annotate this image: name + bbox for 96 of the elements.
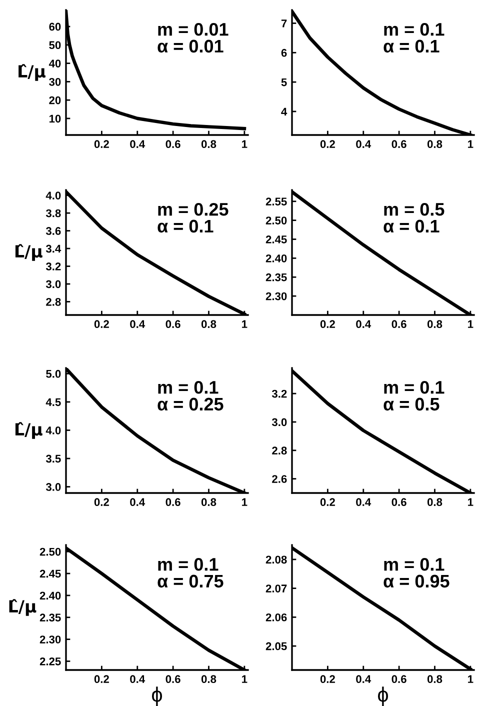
y-tick-label: 20 xyxy=(49,96,61,104)
annotation: m = 0.5 α = 0.1 xyxy=(384,202,444,233)
x-tick-label: 0.6 xyxy=(166,498,180,506)
y-tick-label: 3.6 xyxy=(46,227,61,235)
annotation: m = 0.1 α = 0.95 xyxy=(384,558,450,588)
x-tick-label: 0.8 xyxy=(201,140,216,148)
y-tick-label: 4.5 xyxy=(46,398,61,406)
annotation: m = 0.1 α = 0.1 xyxy=(384,22,444,53)
x-tick-label: 0.4 xyxy=(130,140,146,148)
x-axis-title: ϕ xyxy=(378,686,388,706)
x-tick-label: 0.2 xyxy=(94,140,109,148)
y-tick-label: 3.2 xyxy=(272,390,287,398)
y-tick-label: 4.0 xyxy=(46,426,61,434)
y-tick-label: 2.06 xyxy=(266,613,287,622)
annotation: m = 0.1 α = 0.25 xyxy=(158,380,224,411)
x-tick-label: 0.4 xyxy=(356,140,372,148)
x-tick-label: 0.4 xyxy=(356,675,372,684)
y-tick-label: 7 xyxy=(281,20,287,28)
x-tick-label: 0.4 xyxy=(130,498,146,506)
x-tick-label: 0.6 xyxy=(392,675,406,684)
y-tick-label: 60 xyxy=(49,22,61,31)
y-tick-label: 2.35 xyxy=(266,273,287,282)
x-tick-label: 0.2 xyxy=(94,320,109,328)
y-tick-label: 2.45 xyxy=(40,570,61,578)
y-tick-label: 3.8 xyxy=(46,209,61,218)
x-tick-label: 0.2 xyxy=(320,675,335,684)
x-tick-label: 1 xyxy=(468,498,474,506)
y-tick-label: 3.0 xyxy=(46,483,61,491)
y-tick-label: 2.8 xyxy=(272,446,287,455)
x-tick-label: 1 xyxy=(242,498,248,506)
x-tick-label: 0.4 xyxy=(356,320,372,328)
y-tick-label: 2.8 xyxy=(46,298,61,306)
y-tick-label: 3.4 xyxy=(46,244,62,253)
x-tick-label: 0.2 xyxy=(320,140,335,148)
annotation: m = 0.25 α = 0.1 xyxy=(158,202,228,233)
y-tick-label: 3.5 xyxy=(46,454,61,463)
x-tick-label: 0.8 xyxy=(427,140,442,148)
y-tick-label: 2.35 xyxy=(40,614,61,622)
y-tick-label: 5 xyxy=(281,78,287,86)
x-tick-label: 0.6 xyxy=(166,140,180,148)
annotation: m = 0.1 α = 0.75 xyxy=(158,558,224,588)
y-tick-label: 2.45 xyxy=(266,236,287,244)
y-tick-label: 2.08 xyxy=(266,556,287,564)
x-tick-label: 1 xyxy=(242,140,248,148)
x-tick-label: 0.4 xyxy=(130,675,146,684)
annotation: m = 0.01 α = 0.01 xyxy=(158,22,228,53)
y-tick-label: 3.0 xyxy=(46,280,61,288)
x-tick-label: 1 xyxy=(468,675,474,683)
y-tick-label: 4 xyxy=(281,108,288,116)
annotation: m = 0.1 α = 0.5 xyxy=(384,380,444,411)
x-tick-label: 0.8 xyxy=(201,675,216,684)
y-axis-title: L̂/μ xyxy=(9,599,36,616)
x-tick-label: 1 xyxy=(468,140,474,148)
y-tick-label: 2.50 xyxy=(266,216,287,224)
y-tick-label: 4.0 xyxy=(46,192,61,200)
x-tick-label: 0.6 xyxy=(392,320,406,328)
y-tick-label: 5.0 xyxy=(46,370,61,378)
x-tick-label: 0.2 xyxy=(94,675,109,684)
y-axis-title: L̂/μ xyxy=(15,422,42,439)
x-tick-label: 0.8 xyxy=(427,320,442,328)
y-tick-label: 10 xyxy=(49,114,61,123)
y-tick-label: 40 xyxy=(48,60,61,68)
x-tick-label: 0.6 xyxy=(392,140,406,148)
y-tick-label: 2.50 xyxy=(40,548,61,556)
y-tick-label: 6 xyxy=(281,48,287,57)
x-tick-label: 1 xyxy=(242,320,248,328)
x-tick-label: 0.4 xyxy=(356,498,372,506)
y-tick-label: 2.30 xyxy=(40,636,61,644)
x-tick-label: 0.8 xyxy=(201,498,216,506)
y-tick-label: 50 xyxy=(49,41,61,50)
x-tick-label: 0.8 xyxy=(201,320,216,328)
y-tick-label: 2.6 xyxy=(272,475,287,483)
x-tick-label: 1 xyxy=(468,320,474,328)
y-tick-label: 2.40 xyxy=(40,592,61,600)
x-tick-label: 1 xyxy=(242,675,248,683)
y-tick-label: 2.25 xyxy=(40,657,61,666)
x-axis-title: ϕ xyxy=(152,686,162,706)
x-tick-label: 0.6 xyxy=(166,320,180,328)
x-tick-label: 0.6 xyxy=(392,498,406,506)
x-tick-label: 0.2 xyxy=(94,498,109,506)
y-tick-label: 2.30 xyxy=(266,292,287,300)
y-tick-label: 3.0 xyxy=(272,418,287,426)
x-tick-label: 0.2 xyxy=(320,498,335,506)
y-tick-label: 2.55 xyxy=(266,198,287,206)
y-tick-label: 3.2 xyxy=(46,262,61,270)
y-tick-label: 30 xyxy=(49,78,61,86)
y-tick-label: 2.05 xyxy=(266,642,287,650)
x-tick-label: 0.6 xyxy=(166,675,180,684)
y-tick-label: 2.40 xyxy=(266,254,287,262)
y-tick-label: 2.07 xyxy=(266,584,287,592)
y-axis-title: L̂/μ xyxy=(18,64,46,81)
x-tick-label: 0.2 xyxy=(320,320,335,328)
x-tick-label: 0.4 xyxy=(130,320,146,328)
x-tick-label: 0.8 xyxy=(427,675,442,684)
y-axis-title: L̂/μ xyxy=(15,244,42,261)
x-tick-label: 0.8 xyxy=(427,498,442,506)
